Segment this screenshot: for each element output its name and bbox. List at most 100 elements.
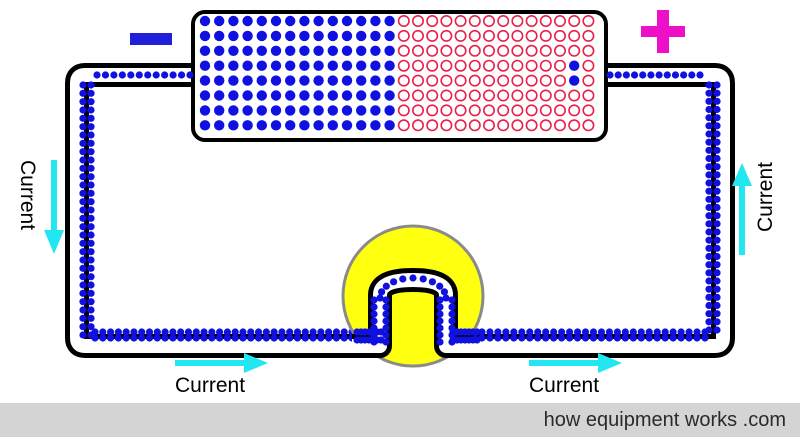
electron-dot <box>199 45 211 56</box>
electron-dot <box>299 105 310 116</box>
electron-dot <box>705 244 713 252</box>
hole-dot <box>426 59 439 72</box>
electron-dot <box>705 285 713 293</box>
electron-dot <box>384 45 395 56</box>
hole-dot <box>440 29 453 42</box>
hole-dot <box>440 59 453 72</box>
electron-dot <box>278 334 286 342</box>
electron-dot <box>114 334 122 342</box>
electron-dot <box>242 105 253 116</box>
electron-dot <box>285 90 296 101</box>
electron-dot <box>384 60 395 71</box>
hole-dot <box>454 89 467 102</box>
electron-dot <box>293 328 302 336</box>
current-label-left: Current <box>16 160 39 231</box>
electron-dot <box>79 156 87 164</box>
electron-dot <box>671 71 680 79</box>
electron-dot <box>713 171 721 179</box>
electron-dot <box>114 328 122 336</box>
electron-dot <box>713 220 721 228</box>
electron-dot <box>130 328 138 336</box>
electron-dot <box>713 212 721 220</box>
electron-dot <box>384 105 395 116</box>
electron-dot <box>91 334 99 342</box>
electron-dot <box>301 328 309 336</box>
electron-dot <box>293 334 302 342</box>
hole-dot <box>511 119 524 132</box>
electron-dot <box>256 90 267 101</box>
electron-dot <box>436 324 444 332</box>
electron-dot <box>341 15 353 27</box>
electron-dot <box>192 328 200 336</box>
electron-dot <box>87 256 95 264</box>
electron-dot <box>436 317 444 325</box>
electron-dot <box>242 90 253 101</box>
electron-dot <box>645 334 653 342</box>
electron-dot <box>199 30 211 42</box>
electron-dot <box>285 45 296 56</box>
electron-dot <box>87 281 95 289</box>
hole-dot <box>411 74 424 87</box>
electron-dot <box>270 15 282 27</box>
hole-dot <box>426 15 439 27</box>
electron-dot <box>79 248 87 256</box>
hole-dot <box>553 119 566 132</box>
electron-dot <box>705 89 713 97</box>
electron-dot <box>228 75 239 86</box>
electron-dot <box>713 261 721 269</box>
electron-dot <box>370 303 378 311</box>
electron-dot <box>705 277 713 285</box>
electron-dot <box>247 328 255 336</box>
hole-dot <box>539 119 552 132</box>
electron-dot <box>208 328 216 336</box>
electron-dot <box>256 120 267 131</box>
electron-dot <box>299 120 310 131</box>
electron-dot <box>630 71 639 79</box>
electron-dot <box>325 334 333 342</box>
electron-dot <box>169 334 177 342</box>
electron-dot <box>705 269 713 277</box>
electron-dot <box>713 252 721 261</box>
hole-dot <box>525 89 538 102</box>
electron-dot <box>428 278 436 286</box>
hole-dot <box>468 29 481 42</box>
electron-dot <box>256 45 267 56</box>
electron-dot <box>341 105 353 116</box>
electron-dot <box>87 148 95 156</box>
electron-dot <box>448 303 456 311</box>
electron-dot <box>309 334 317 342</box>
electron-dot <box>254 334 263 342</box>
hole-dot <box>568 44 581 57</box>
electron-dot <box>494 334 502 342</box>
electron-dot <box>419 275 427 283</box>
electron-dot <box>242 60 253 71</box>
electron-dot <box>130 334 138 342</box>
hole-dot <box>397 89 410 102</box>
electron-dot <box>177 334 185 342</box>
electron-dot <box>685 334 693 342</box>
electron-dot <box>228 60 239 71</box>
electron-dot <box>448 317 456 325</box>
electron-dot <box>713 203 721 212</box>
current-arrow-down-icon <box>44 160 64 254</box>
current-arrow-right-icon <box>529 353 622 373</box>
electron-dot <box>502 328 510 336</box>
electron-dot <box>713 236 721 244</box>
electron-dot <box>313 60 324 71</box>
electron-dot <box>669 328 677 336</box>
electron-dot <box>705 171 713 179</box>
electron-dot <box>79 323 87 331</box>
electron-dot <box>79 264 87 272</box>
electron-dot <box>214 90 225 101</box>
electron-dot <box>299 90 310 101</box>
electron-dot <box>214 75 225 86</box>
battery-charge-dots <box>199 15 595 132</box>
electron-dot <box>382 303 390 311</box>
hole-dot <box>411 15 424 27</box>
electron-dot <box>327 120 338 131</box>
hole-dot <box>525 74 538 87</box>
electron-dot <box>161 328 169 336</box>
hole-dot <box>582 29 595 42</box>
electron-dot <box>542 334 550 342</box>
electron-dot <box>79 106 87 114</box>
